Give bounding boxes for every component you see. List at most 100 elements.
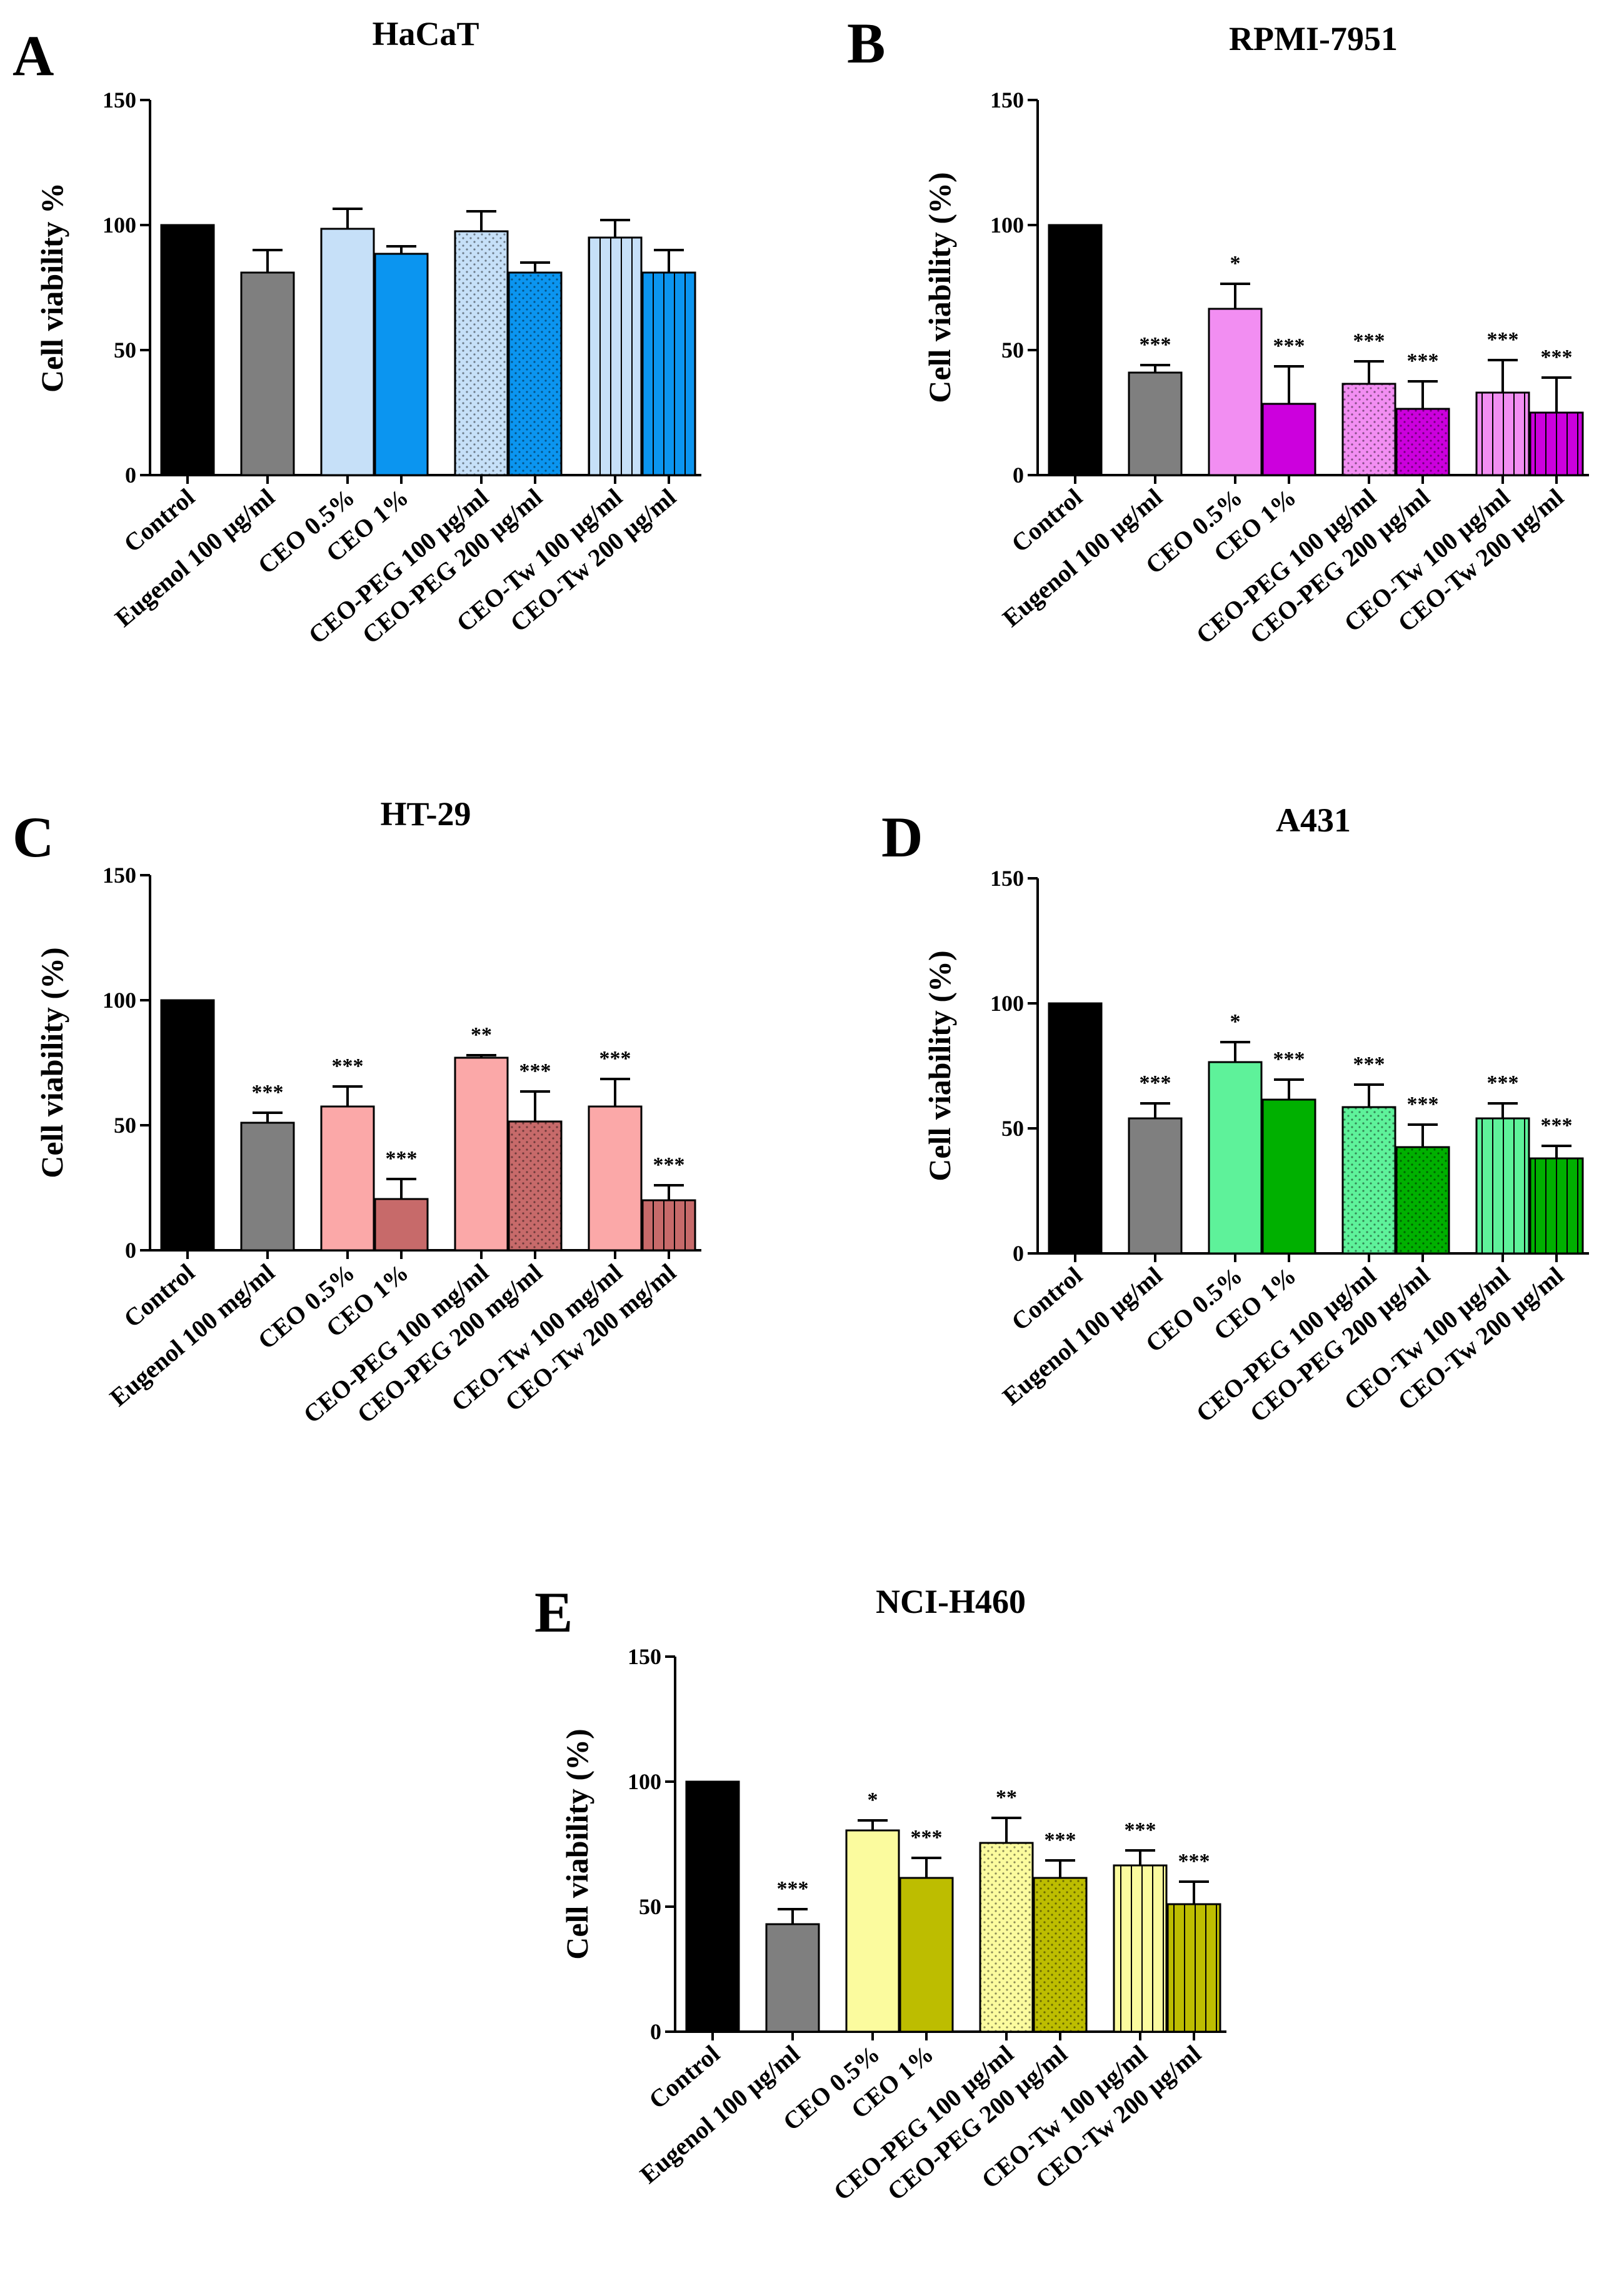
y-tick-label: 0 [125, 1238, 136, 1263]
chart-title: NCI-H460 [876, 1583, 1026, 1620]
significance-label: * [868, 1789, 878, 1812]
bar [641, 271, 696, 476]
bar [320, 228, 375, 476]
bar [979, 1842, 1034, 2033]
y-axis-label: Cell viability % [34, 183, 69, 393]
significance-label: *** [1541, 1114, 1573, 1137]
bar [1529, 1157, 1584, 1255]
bar [1048, 1002, 1103, 1255]
bar [1048, 224, 1103, 476]
significance-label: *** [1273, 1048, 1305, 1071]
y-axis-label: Cell viability (%) [922, 950, 957, 1181]
significance-label: *** [1487, 1071, 1519, 1095]
y-tick-label: 50 [1001, 1116, 1024, 1141]
panel-letter: B [847, 11, 885, 75]
significance-label: *** [1541, 346, 1573, 369]
significance-label: ** [996, 1786, 1017, 1809]
panel-letter: A [13, 24, 54, 88]
y-tick-label: 100 [628, 1769, 661, 1794]
bar [685, 1780, 740, 2033]
bar [160, 999, 215, 1252]
significance-label: *** [1487, 328, 1519, 351]
bar [320, 1105, 375, 1252]
chart-title: A431 [1276, 801, 1351, 839]
significance-label: * [1230, 252, 1241, 275]
y-tick-label: 150 [103, 863, 136, 888]
significance-label: *** [1140, 1071, 1171, 1095]
significance-label: *** [519, 1060, 551, 1083]
bar [1166, 1903, 1221, 2033]
panel-letter: D [881, 805, 923, 869]
chart-title: HT-29 [380, 795, 471, 833]
bar [1033, 1877, 1088, 2033]
y-tick-label: 100 [103, 988, 136, 1013]
significance-label: *** [1045, 1829, 1076, 1852]
bar [1208, 308, 1263, 476]
bar [641, 1199, 696, 1252]
bar [454, 1056, 509, 1252]
bar [588, 1105, 643, 1252]
bar [508, 271, 563, 476]
chart-title: RPMI-7951 [1229, 20, 1398, 58]
significance-label: *** [1353, 1053, 1385, 1076]
y-tick-label: 0 [1013, 463, 1024, 488]
bar [240, 271, 295, 476]
bar [1208, 1061, 1263, 1255]
bar [845, 1829, 900, 2033]
significance-label: *** [1407, 1093, 1439, 1116]
significance-label: *** [777, 1877, 809, 1900]
significance-label: *** [1353, 329, 1385, 353]
bar [374, 1198, 429, 1252]
bar [1128, 371, 1183, 476]
y-tick-label: 0 [650, 2019, 661, 2044]
bar [374, 253, 429, 476]
significance-label: *** [1125, 1819, 1156, 1842]
significance-label: *** [1178, 1850, 1210, 1873]
bar [1475, 1117, 1530, 1255]
y-tick-label: 50 [1001, 338, 1024, 363]
bar [160, 224, 215, 476]
significance-label: *** [599, 1047, 631, 1070]
significance-label: *** [911, 1826, 943, 1849]
y-tick-label: 150 [990, 88, 1024, 113]
panel-letter: E [534, 1580, 573, 1644]
y-axis-label: Cell viability (%) [559, 1729, 594, 1959]
bar [588, 236, 643, 476]
y-tick-label: 100 [990, 213, 1024, 238]
y-tick-label: 0 [125, 463, 136, 488]
y-tick-label: 50 [114, 1113, 136, 1138]
significance-label: ** [471, 1023, 492, 1046]
significance-label: *** [252, 1081, 284, 1104]
bar [765, 1923, 820, 2033]
y-tick-label: 150 [103, 88, 136, 113]
significance-label: *** [1140, 333, 1171, 356]
bar [899, 1877, 954, 2033]
bar [1113, 1864, 1168, 2033]
y-axis-label: Cell viability (%) [922, 172, 957, 403]
y-tick-label: 50 [639, 1894, 661, 1919]
bar [1395, 1146, 1450, 1255]
bar [508, 1120, 563, 1252]
bar [1341, 383, 1396, 476]
bar [240, 1121, 295, 1252]
significance-label: *** [1407, 349, 1439, 373]
y-tick-label: 100 [990, 991, 1024, 1016]
bar [1341, 1106, 1396, 1255]
bar [1261, 1098, 1316, 1255]
panel-letter: C [13, 805, 54, 869]
bar [1128, 1117, 1183, 1255]
y-tick-label: 50 [114, 338, 136, 363]
bar [1261, 403, 1316, 476]
significance-label: *** [1273, 334, 1305, 358]
y-tick-label: 0 [1013, 1241, 1024, 1266]
y-tick-label: 100 [103, 213, 136, 238]
bar [1395, 408, 1450, 476]
significance-label: *** [653, 1153, 685, 1177]
y-axis-label: Cell viability (%) [34, 947, 69, 1178]
